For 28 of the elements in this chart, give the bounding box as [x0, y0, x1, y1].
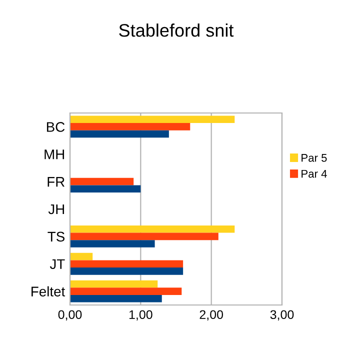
bar	[70, 185, 141, 193]
bar	[70, 280, 158, 288]
x-tick-label: 0,00	[58, 310, 82, 321]
bar	[70, 130, 169, 138]
y-tick-label: MH	[44, 150, 64, 160]
y-tick-label: Feltet	[32, 286, 66, 296]
legend-label: Par 5	[302, 154, 327, 162]
y-tick-label: JH	[48, 204, 64, 214]
bar	[70, 232, 218, 240]
y-tick-label: JT	[50, 259, 65, 270]
bar	[70, 178, 134, 186]
bar	[70, 288, 182, 295]
y-tick-label: FR	[48, 177, 64, 187]
bar	[70, 268, 184, 275]
chart-title: Stableford snit	[119, 24, 234, 37]
x-tick-label: 3,00	[270, 310, 294, 321]
y-tick-label: BC	[46, 122, 65, 132]
x-tick-label: 1,00	[129, 310, 152, 321]
bar	[70, 240, 155, 248]
bar	[70, 294, 162, 302]
bar	[70, 260, 184, 268]
legend-label: Par 4	[302, 170, 327, 178]
bar	[70, 116, 235, 124]
bar	[70, 252, 93, 260]
bar	[70, 225, 235, 233]
y-tick-label: TS	[48, 232, 64, 242]
x-tick-label: 2,00	[200, 310, 224, 321]
bar	[70, 123, 190, 130]
